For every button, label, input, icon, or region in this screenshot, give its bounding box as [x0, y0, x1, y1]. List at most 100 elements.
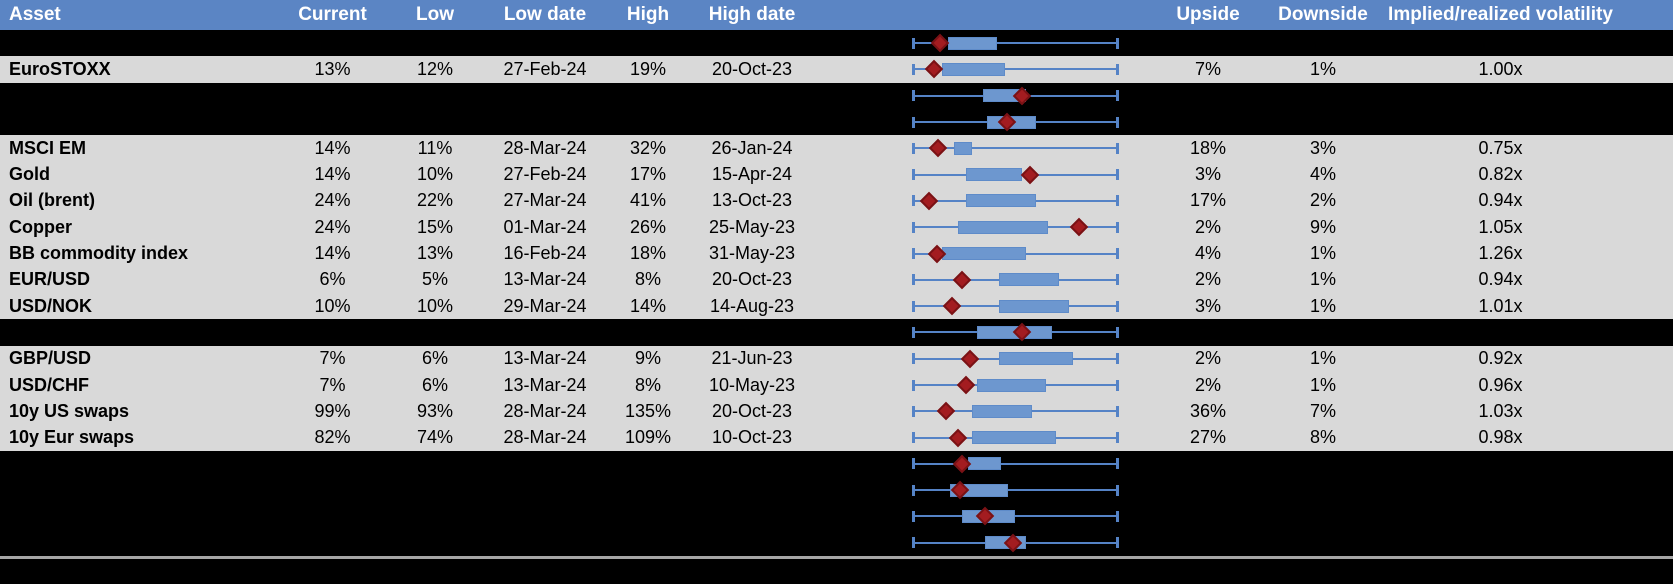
- implied-realized-cell: 0.82x: [1478, 164, 1523, 185]
- boxplot-area: [912, 135, 1119, 161]
- whisker-high-cap: [1116, 537, 1119, 549]
- downside-cell: 1%: [1309, 348, 1336, 369]
- asset-name-cell: GBP/USD: [9, 348, 92, 369]
- table-row: Copper 24% 15% 01-Mar-24 26% 25-May-23 2…: [0, 214, 1673, 241]
- range-box: [966, 194, 1036, 208]
- range-boxplot: [808, 214, 1148, 240]
- upside-cell: 17%: [1189, 190, 1227, 211]
- whisker-line: [913, 68, 1118, 71]
- range-box: [954, 141, 973, 155]
- high-cell: 109%: [624, 427, 672, 448]
- whisker-low-cap: [912, 326, 915, 338]
- upside-cell: 2%: [1194, 374, 1221, 395]
- whisker-low-cap: [912, 63, 915, 75]
- range-boxplot: [808, 346, 1148, 372]
- table-header-row: Asset Current Low Low date High High dat…: [0, 0, 1673, 30]
- range-box: [999, 352, 1073, 366]
- low-date-cell: 27-Mar-24: [503, 190, 587, 211]
- implied-realized-cell: 0.92x: [1478, 348, 1523, 369]
- table-row: [0, 108, 1673, 136]
- low-cell: 22%: [416, 190, 454, 211]
- boxplot-area: [912, 477, 1119, 503]
- low-cell: 11%: [417, 137, 453, 158]
- current-cell: 7%: [319, 374, 346, 395]
- high-cell: 18%: [629, 243, 667, 264]
- current-cell: 14%: [314, 137, 351, 158]
- boxplot-area: [912, 188, 1119, 214]
- high-date-cell: 21-Jun-23: [711, 348, 793, 369]
- whisker-high-cap: [1116, 142, 1119, 154]
- high-date-cell: 20-Oct-23: [711, 400, 793, 421]
- current-diamond-marker: [936, 402, 955, 421]
- range-boxplot: [808, 135, 1148, 161]
- current-cell: 7%: [319, 348, 346, 369]
- whisker-high-cap: [1116, 274, 1119, 286]
- table-row: GBP/USD 7% 6% 13-Mar-24 9% 21-Jun-23 2% …: [0, 345, 1673, 372]
- current-diamond-marker: [942, 296, 962, 316]
- range-box: [999, 299, 1069, 313]
- upside-cell: 3%: [1194, 164, 1221, 185]
- whisker-low-cap: [912, 274, 915, 286]
- whisker-high-cap: [1116, 63, 1119, 75]
- high-cell: 19%: [629, 58, 667, 79]
- current-diamond-marker: [1069, 218, 1089, 237]
- asset-name-cell: Copper: [9, 216, 72, 237]
- downside-cell: 1%: [1309, 295, 1336, 316]
- boxplot-area: [912, 319, 1119, 345]
- downside-cell: 7%: [1309, 400, 1336, 421]
- implied-realized-cell: 1.05x: [1478, 216, 1523, 237]
- whisker-high-cap: [1116, 379, 1119, 391]
- range-boxplot: [808, 530, 1148, 556]
- asset-name-cell: USD/NOK: [9, 295, 93, 316]
- range-boxplot: [808, 83, 1148, 109]
- current-cell: 14%: [314, 243, 351, 264]
- implied-realized-cell: 1.00x: [1478, 58, 1523, 79]
- low-date-cell: 29-Mar-24: [503, 295, 587, 316]
- low-date-cell: 13-Mar-24: [503, 269, 587, 290]
- current-diamond-marker: [952, 270, 972, 290]
- high-date-cell: 13-Oct-23: [711, 190, 793, 211]
- column-header-asset: Asset: [9, 4, 61, 25]
- current-cell: 10%: [314, 295, 351, 316]
- boxplot-area: [912, 424, 1119, 450]
- range-boxplot: [808, 56, 1148, 82]
- low-date-cell: 16-Feb-24: [503, 243, 587, 264]
- upside-cell: 27%: [1189, 427, 1227, 448]
- whisker-low-cap: [912, 37, 915, 49]
- high-date-cell: 15-Apr-24: [711, 164, 793, 185]
- high-date-cell: 25-May-23: [708, 216, 796, 237]
- table-row: EuroSTOXX 13% 12% 27-Feb-24 19% 20-Oct-2…: [0, 56, 1673, 83]
- table-row: [0, 450, 1673, 478]
- high-cell: 8%: [634, 269, 661, 290]
- boxplot-area: [912, 293, 1119, 319]
- range-box: [976, 378, 1047, 392]
- whisker-high-cap: [1116, 353, 1119, 365]
- current-diamond-marker: [957, 375, 976, 395]
- range-box: [947, 36, 998, 50]
- range-boxplot: [808, 319, 1148, 345]
- whisker-low-cap: [912, 248, 915, 260]
- asset-name-cell: EUR/USD: [9, 269, 91, 290]
- current-cell: 13%: [314, 58, 351, 79]
- asset-name-cell: 10y US swaps: [9, 400, 130, 421]
- low-cell: 12%: [416, 58, 454, 79]
- boxplot-area: [912, 56, 1119, 82]
- high-date-cell: 31-May-23: [708, 243, 796, 264]
- low-date-cell: 28-Mar-24: [503, 400, 587, 421]
- current-diamond-marker: [1020, 165, 1040, 184]
- whisker-low-cap: [912, 195, 915, 207]
- current-diamond-marker: [928, 139, 947, 158]
- implied-realized-cell: 1.01x: [1478, 295, 1523, 316]
- low-cell: 6%: [421, 374, 448, 395]
- range-box: [968, 457, 1002, 471]
- asset-name-cell: Gold: [9, 164, 50, 185]
- whisker-line: [913, 462, 1118, 465]
- whisker-low-cap: [912, 484, 915, 496]
- range-boxplot: [808, 267, 1148, 293]
- column-header-low: Low: [416, 4, 454, 25]
- high-date-cell: 20-Oct-23: [711, 269, 793, 290]
- range-boxplot: [808, 372, 1148, 398]
- high-date-cell: 10-May-23: [708, 374, 796, 395]
- low-cell: 5%: [421, 269, 448, 290]
